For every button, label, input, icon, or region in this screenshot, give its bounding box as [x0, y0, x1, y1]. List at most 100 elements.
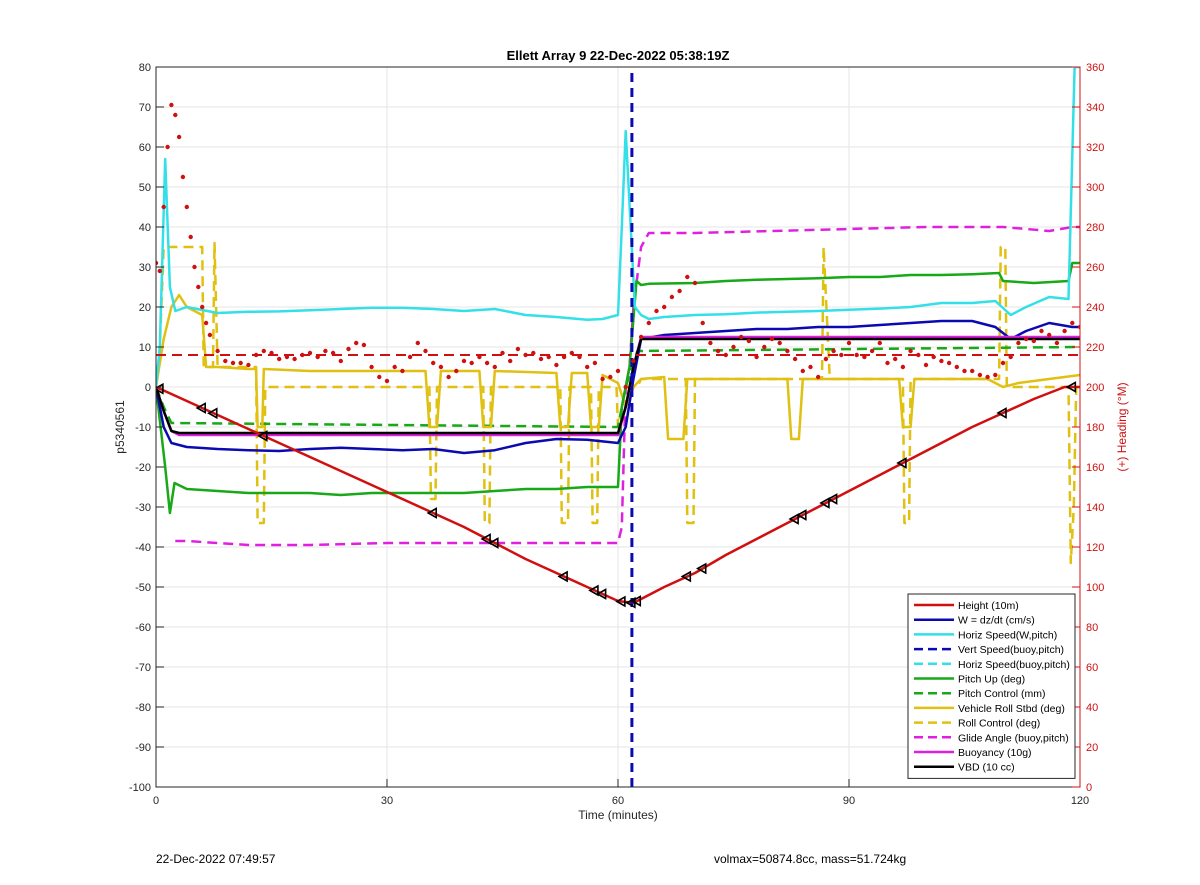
heading-point	[184, 204, 189, 210]
heading-point	[400, 368, 405, 374]
y2-tick-label: 20	[1086, 742, 1098, 754]
heading-point	[157, 268, 162, 274]
heading-point	[631, 358, 636, 364]
heading-point	[461, 358, 467, 364]
heading-point	[600, 376, 605, 382]
heading-point	[808, 364, 813, 370]
heading-point	[315, 354, 320, 360]
height-marker	[796, 509, 807, 521]
heading-point	[592, 360, 598, 366]
heading-point	[253, 352, 259, 358]
height-marker	[826, 493, 838, 505]
heading-point	[261, 348, 266, 354]
heading-point	[1077, 324, 1080, 330]
heading-point	[939, 358, 944, 364]
y-tick-label: 80	[139, 62, 151, 74]
legend-entry: Roll Control (deg)	[958, 718, 1040, 730]
heading-point	[346, 346, 351, 352]
y2-tick-label: 320	[1086, 142, 1104, 154]
heading-point	[292, 356, 297, 362]
y-tick-label: 60	[139, 142, 151, 154]
heading-point	[669, 294, 675, 300]
heading-point	[392, 364, 397, 370]
y-tick-label: -10	[135, 422, 151, 434]
y-tick-label: -80	[135, 702, 151, 714]
heading-point	[230, 360, 236, 366]
y-tick-label: 30	[139, 262, 151, 274]
y2-tick-label: 60	[1086, 662, 1098, 674]
heading-point	[700, 320, 705, 326]
heading-point	[438, 364, 444, 370]
y2-tick-label: 180	[1086, 422, 1104, 434]
heading-point	[762, 344, 767, 350]
heading-point	[1070, 320, 1075, 326]
x-tick-label: 0	[153, 795, 159, 807]
series-w	[156, 319, 1080, 455]
heading-point	[284, 354, 290, 360]
heading-point	[1054, 340, 1060, 346]
y-tick-label: 50	[139, 182, 151, 194]
series-glide	[175, 225, 1080, 547]
heading-point	[492, 364, 497, 370]
y-tick-label: 10	[139, 342, 151, 354]
heading-point	[361, 342, 367, 348]
x-axis-label: Time (minutes)	[578, 808, 658, 822]
chart-title: Ellett Array 9 22-Dec-2022 05:38:19Z	[507, 48, 730, 63]
height-marker	[488, 537, 499, 549]
y-tick-label: -60	[135, 622, 151, 634]
heading-point	[646, 320, 651, 326]
heading-point	[800, 368, 805, 374]
heading-point	[546, 354, 551, 360]
heading-point	[531, 350, 536, 356]
heading-point	[161, 204, 166, 210]
heading-point	[839, 352, 844, 358]
heading-point	[1023, 336, 1029, 342]
heading-point	[831, 348, 836, 354]
y2-tick-label: 80	[1086, 622, 1098, 634]
series-horiz-w	[156, 67, 1080, 388]
heading-point	[515, 346, 521, 352]
heading-point	[1000, 360, 1006, 366]
heading-point	[165, 144, 170, 150]
y2-tick-label: 280	[1086, 222, 1104, 234]
heading-point	[777, 340, 782, 346]
heading-point	[215, 348, 220, 354]
heading-point	[823, 356, 829, 362]
heading-point	[954, 364, 959, 370]
heading-point	[196, 284, 201, 290]
height-marker	[680, 570, 692, 583]
legend-entry: Horiz Speed(W,pitch)	[958, 629, 1057, 641]
heading-point	[1008, 354, 1013, 360]
height-marker	[195, 402, 206, 414]
series-vbd	[156, 337, 1080, 435]
y-tick-label: -100	[129, 782, 151, 794]
height-marker	[207, 407, 218, 420]
heading-point	[931, 354, 936, 360]
height-marker	[426, 507, 438, 519]
heading-point	[300, 352, 305, 358]
heading-point	[415, 340, 420, 346]
heading-point	[715, 348, 721, 354]
heading-point	[446, 374, 451, 380]
height-marker	[630, 595, 642, 607]
heading-point	[708, 340, 713, 346]
heading-point	[354, 340, 359, 346]
legend-entry: Pitch Control (mm)	[958, 688, 1046, 700]
y-tick-label: -40	[135, 542, 151, 554]
height-marker	[257, 430, 268, 442]
heading-point	[731, 344, 736, 350]
heading-point	[893, 356, 898, 362]
y-tick-label: 20	[139, 302, 151, 314]
heading-point	[538, 356, 544, 362]
heading-point	[180, 174, 186, 180]
heading-point	[916, 352, 921, 358]
y-tick-label: -20	[135, 462, 151, 474]
heading-point	[238, 360, 243, 366]
x-tick-label: 90	[843, 795, 855, 807]
heading-point	[977, 372, 983, 378]
heading-point	[662, 304, 667, 310]
y2-tick-label: 220	[1086, 342, 1104, 354]
heading-point	[723, 352, 728, 358]
height-marker	[996, 407, 1007, 419]
